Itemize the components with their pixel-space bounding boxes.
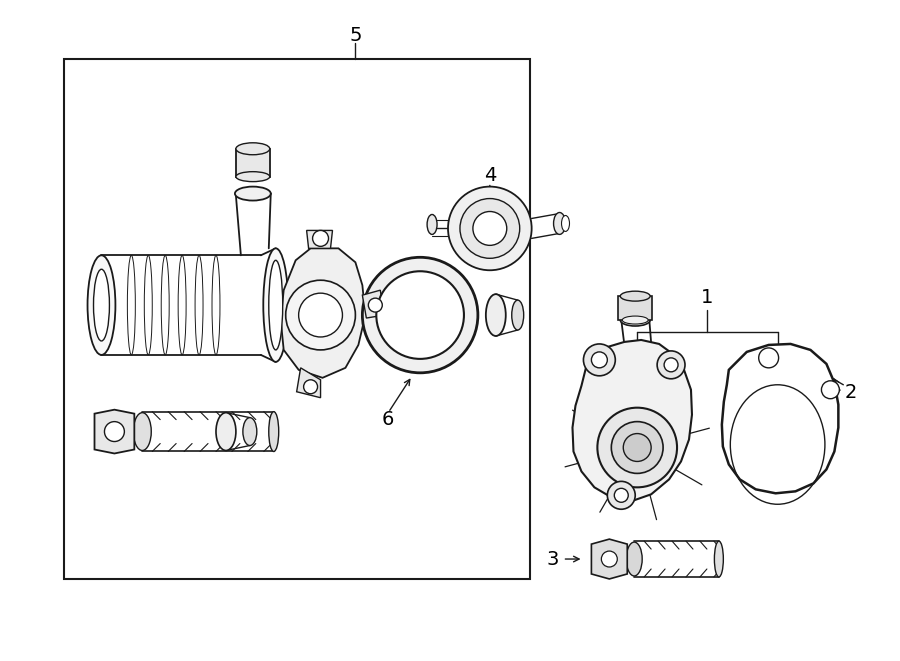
Text: 2: 2 — [845, 383, 858, 403]
Ellipse shape — [715, 541, 724, 577]
Ellipse shape — [512, 300, 524, 330]
Circle shape — [657, 351, 685, 379]
Ellipse shape — [486, 294, 506, 336]
Circle shape — [759, 348, 778, 368]
Polygon shape — [281, 249, 365, 378]
Ellipse shape — [622, 316, 648, 324]
Circle shape — [368, 298, 382, 312]
Ellipse shape — [216, 412, 236, 451]
Ellipse shape — [264, 249, 288, 362]
Circle shape — [598, 408, 677, 487]
Ellipse shape — [236, 172, 270, 182]
Ellipse shape — [554, 212, 565, 235]
Ellipse shape — [243, 418, 256, 446]
Ellipse shape — [87, 255, 115, 355]
Ellipse shape — [269, 412, 279, 451]
Bar — [236, 149, 270, 176]
Circle shape — [583, 344, 616, 376]
Ellipse shape — [236, 143, 270, 155]
Polygon shape — [722, 344, 839, 493]
Circle shape — [363, 257, 478, 373]
Circle shape — [303, 380, 318, 394]
Ellipse shape — [562, 215, 570, 231]
Ellipse shape — [133, 412, 151, 451]
Ellipse shape — [620, 314, 650, 326]
Polygon shape — [591, 539, 627, 579]
Text: 5: 5 — [349, 26, 362, 45]
Polygon shape — [572, 340, 692, 501]
Circle shape — [608, 481, 635, 509]
Text: 4: 4 — [483, 166, 496, 185]
Text: 3: 3 — [546, 549, 559, 568]
Polygon shape — [363, 290, 384, 318]
Ellipse shape — [269, 260, 283, 350]
Circle shape — [822, 381, 840, 399]
Polygon shape — [94, 410, 134, 453]
Bar — [618, 296, 652, 320]
Circle shape — [611, 422, 663, 473]
Polygon shape — [297, 368, 320, 398]
Circle shape — [448, 186, 532, 270]
Ellipse shape — [620, 291, 650, 301]
Circle shape — [285, 280, 356, 350]
Circle shape — [664, 358, 678, 372]
Circle shape — [460, 198, 519, 258]
Text: 1: 1 — [701, 288, 714, 307]
Ellipse shape — [626, 542, 643, 576]
Circle shape — [312, 231, 328, 247]
Ellipse shape — [235, 186, 271, 200]
Circle shape — [601, 551, 617, 567]
Circle shape — [615, 488, 628, 502]
Circle shape — [104, 422, 124, 442]
Circle shape — [591, 352, 608, 368]
Text: 6: 6 — [382, 410, 394, 429]
Polygon shape — [307, 231, 332, 249]
Circle shape — [624, 434, 652, 461]
Bar — [64, 59, 530, 579]
Ellipse shape — [428, 214, 437, 235]
Circle shape — [376, 271, 464, 359]
Ellipse shape — [94, 269, 110, 341]
Circle shape — [472, 212, 507, 245]
Circle shape — [299, 293, 343, 337]
